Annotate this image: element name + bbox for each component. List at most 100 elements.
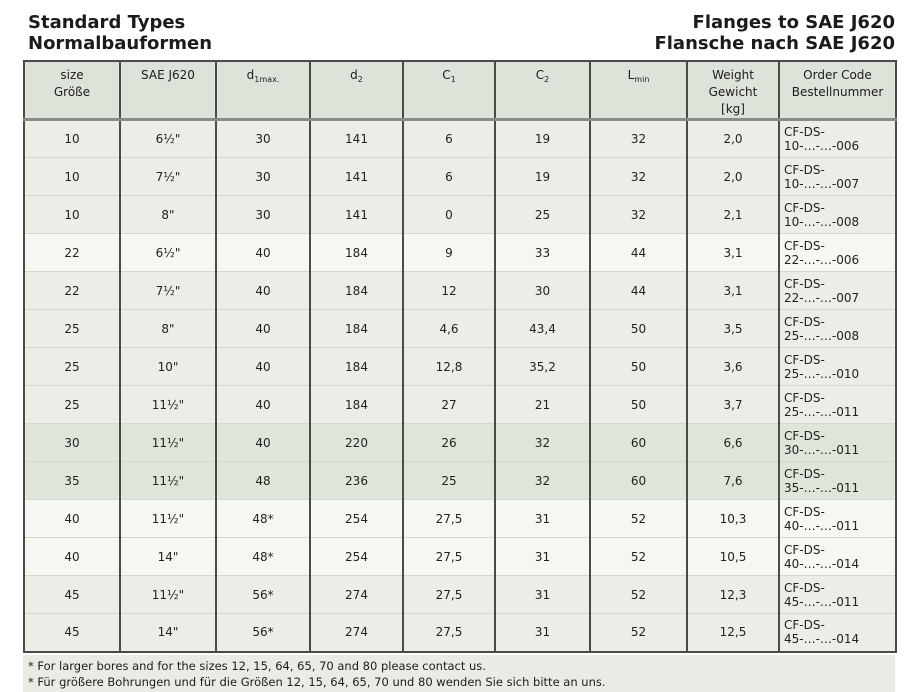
cell-sae-j620: 7½" [119, 157, 216, 196]
cell-sae-j620: 11½" [119, 385, 216, 424]
col-header-sae-j620: SAE J620 [119, 61, 216, 121]
cell-size: 25 [24, 309, 120, 348]
page-title-left: Standard Types Normalbauformen [28, 12, 212, 54]
table-row: 10 8" 30 141 0 25 32 2,1 CF-DS-10-…-…-008 [24, 195, 896, 234]
cell-d1-max: 30 [215, 119, 310, 158]
cell-sae-j620: 11½" [119, 423, 216, 462]
cell-c1: 26 [402, 423, 495, 462]
cell-d1-max: 30 [215, 157, 310, 196]
cell-d1-max: 48 [215, 461, 310, 500]
table-row: 25 10" 40 184 12,8 35,2 50 3,6 CF-DS-25-…-…-010 [24, 347, 896, 386]
cell-order-code: CF-DS-25-…-…-008 [778, 309, 896, 348]
cell-weight-kg: 12,5 [686, 613, 779, 652]
cell-sae-j620: 8" [119, 195, 216, 234]
cell-c1: 27,5 [402, 499, 495, 538]
cell-d2: 141 [309, 157, 403, 196]
cell-c2: 25 [494, 195, 590, 234]
cell-size: 22 [24, 233, 120, 272]
cell-c1: 12,8 [402, 347, 495, 386]
cell-d2: 184 [309, 385, 403, 424]
cell-order-code: CF-DS-22-…-…-007 [778, 271, 896, 310]
cell-d2: 274 [309, 613, 403, 652]
footnote-en: * For larger bores and for the sizes 12,… [28, 658, 486, 673]
flange-dimensions-table: size Größe SAE J620 d1max. d2 C1 C2 Lmin Weight G… [23, 60, 897, 653]
col-header-weight-kg: Weight Gewicht [kg] [686, 61, 779, 121]
table-header-row: size Größe SAE J620 d1max. d2 C1 C2 Lmin Weight G… [24, 61, 896, 121]
cell-d2: 141 [309, 119, 403, 158]
col-header-order-code: Order Code Bestellnummer [778, 61, 896, 121]
cell-d1-max: 40 [215, 385, 310, 424]
cell-l-min: 52 [589, 499, 687, 538]
cell-weight-kg: 10,5 [686, 537, 779, 576]
cell-c1: 25 [402, 461, 495, 500]
table-row: 40 14" 48* 254 27,5 31 52 10,5 CF-DS-40-…-…-014 [24, 537, 896, 576]
col-header-c2: C2 [494, 61, 590, 121]
cell-sae-j620: 11½" [119, 499, 216, 538]
cell-order-code: CF-DS-45-…-…-011 [778, 575, 896, 614]
cell-size: 25 [24, 385, 120, 424]
cell-weight-kg: 2,1 [686, 195, 779, 234]
cell-sae-j620: 6½" [119, 119, 216, 158]
cell-weight-kg: 3,7 [686, 385, 779, 424]
cell-c2: 31 [494, 537, 590, 576]
cell-order-code: CF-DS-35-…-…-011 [778, 461, 896, 500]
table-row: 35 11½" 48 236 25 32 60 7,6 CF-DS-35-…-…-011 [24, 461, 896, 500]
cell-sae-j620: 14" [119, 613, 216, 652]
cell-l-min: 52 [589, 575, 687, 614]
cell-c1: 27 [402, 385, 495, 424]
cell-l-min: 50 [589, 347, 687, 386]
cell-weight-kg: 3,1 [686, 233, 779, 272]
cell-l-min: 50 [589, 309, 687, 348]
cell-d1-max: 40 [215, 233, 310, 272]
cell-sae-j620: 11½" [119, 575, 216, 614]
cell-c2: 31 [494, 613, 590, 652]
cell-weight-kg: 7,6 [686, 461, 779, 500]
cell-sae-j620: 14" [119, 537, 216, 576]
cell-d2: 184 [309, 347, 403, 386]
title-flanges-sae-j620: Flanges to SAE J620 [692, 12, 895, 33]
page-header: Standard Types Normalbauformen Flanges t… [23, 12, 895, 54]
cell-size: 10 [24, 157, 120, 196]
cell-c2: 32 [494, 423, 590, 462]
cell-c1: 27,5 [402, 613, 495, 652]
cell-l-min: 52 [589, 613, 687, 652]
cell-c1: 0 [402, 195, 495, 234]
cell-d1-max: 40 [215, 347, 310, 386]
cell-d2: 220 [309, 423, 403, 462]
cell-order-code: CF-DS-22-…-…-006 [778, 233, 896, 272]
cell-sae-j620: 11½" [119, 461, 216, 500]
cell-sae-j620: 6½" [119, 233, 216, 272]
cell-d2: 254 [309, 499, 403, 538]
cell-order-code: CF-DS-10-…-…-007 [778, 157, 896, 196]
col-header-d1-max: d1max. [215, 61, 310, 121]
cell-order-code: CF-DS-10-…-…-006 [778, 119, 896, 158]
table-row: 25 11½" 40 184 27 21 50 3,7 CF-DS-25-…-…-011 [24, 385, 896, 424]
footnote-de: * Für größere Bohrungen und für die Größ… [28, 674, 606, 689]
cell-c2: 31 [494, 499, 590, 538]
col-header-d2: d2 [309, 61, 403, 121]
page-title-right: Flanges to SAE J620 Flansche nach SAE J6… [654, 12, 895, 54]
cell-size: 40 [24, 537, 120, 576]
cell-l-min: 50 [589, 385, 687, 424]
cell-size: 45 [24, 575, 120, 614]
cell-size: 25 [24, 347, 120, 386]
cell-weight-kg: 2,0 [686, 157, 779, 196]
table-row: 40 11½" 48* 254 27,5 31 52 10,3 CF-DS-40-…-…-011 [24, 499, 896, 538]
cell-l-min: 60 [589, 461, 687, 500]
title-standard-types: Standard Types [28, 12, 186, 33]
cell-c2: 35,2 [494, 347, 590, 386]
cell-weight-kg: 2,0 [686, 119, 779, 158]
cell-weight-kg: 12,3 [686, 575, 779, 614]
table-row: 45 14" 56* 274 27,5 31 52 12,5 CF-DS-45-…-…-014 [24, 613, 896, 652]
cell-order-code: CF-DS-30-…-…-011 [778, 423, 896, 462]
cell-l-min: 60 [589, 423, 687, 462]
cell-d2: 184 [309, 271, 403, 310]
cell-d2: 254 [309, 537, 403, 576]
cell-size: 10 [24, 119, 120, 158]
footnotes: * For larger bores and for the sizes 12,… [23, 654, 895, 692]
cell-weight-kg: 6,6 [686, 423, 779, 462]
cell-l-min: 52 [589, 537, 687, 576]
cell-c1: 27,5 [402, 575, 495, 614]
cell-c2: 43,4 [494, 309, 590, 348]
cell-d1-max: 30 [215, 195, 310, 234]
